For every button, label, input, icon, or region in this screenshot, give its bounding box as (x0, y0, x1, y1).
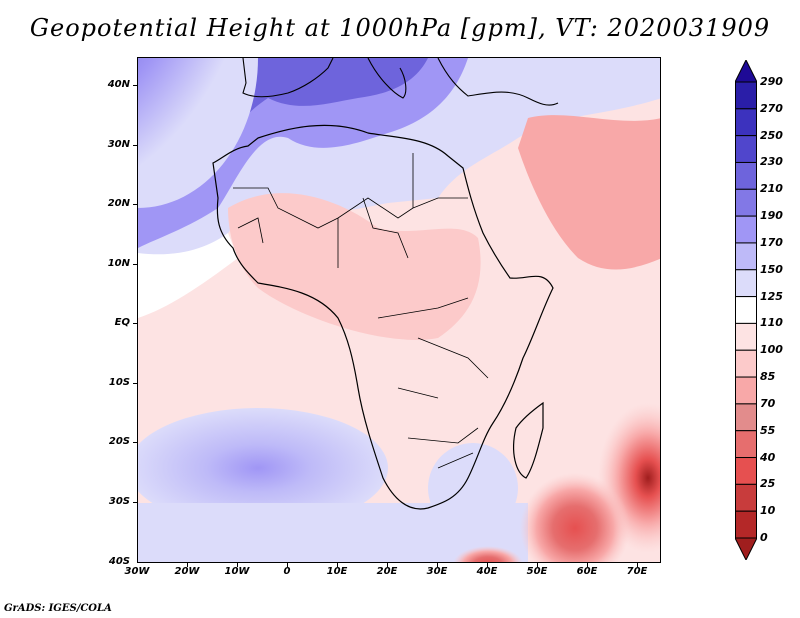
y-tick-label: 40N (107, 79, 130, 90)
south-atlantic-ridge (138, 408, 388, 528)
colorbar (735, 60, 757, 560)
colorbar-swatch (735, 269, 757, 298)
x-tick-mark (637, 563, 638, 567)
colorbar-label: 40 (760, 450, 776, 464)
africa-coastline (212, 124, 554, 510)
colorbar-swatch (735, 161, 757, 190)
y-tick-mark (133, 323, 137, 324)
colorbar-label: 190 (760, 209, 783, 223)
nw-atlantic-high (138, 58, 258, 208)
colorbar-bottom-arrow (735, 537, 757, 560)
colorbar-label: 0 (760, 531, 768, 544)
colorbar-label: 290 (760, 75, 783, 88)
footer-credit: GrADS: IGES/COLA (4, 603, 112, 614)
y-tick-label: 20S (108, 436, 130, 447)
x-tick-mark (237, 563, 238, 567)
colorbar-swatch (735, 349, 757, 378)
x-tick-mark (487, 563, 488, 567)
colorbar-swatch (735, 430, 757, 459)
y-tick-mark (133, 383, 137, 384)
x-tick-mark (337, 563, 338, 567)
y-tick-mark (133, 442, 137, 443)
x-tick-label: 10W (224, 566, 250, 577)
colorbar-label: 110 (760, 316, 783, 330)
x-tick-label: 30W (124, 566, 150, 577)
colorbar-swatch (735, 296, 757, 324)
x-tick-label: 60E (576, 566, 598, 577)
colorbar-swatch (735, 242, 757, 271)
country-borders (233, 153, 489, 469)
colorbar-swatch (735, 322, 757, 351)
y-tick-mark (133, 85, 137, 86)
x-tick-mark (187, 563, 188, 567)
y-tick-mark (133, 145, 137, 146)
x-tick-mark (287, 563, 288, 567)
arabia-low (518, 115, 660, 270)
x-tick-label: 20E (376, 566, 398, 577)
y-tick-label: EQ (114, 317, 130, 328)
colorbar-swatch (735, 135, 757, 163)
y-tick-mark (133, 264, 137, 265)
colorbar-swatch (735, 188, 757, 217)
x-tick-label: 10E (326, 566, 348, 577)
colorbar-label: 170 (760, 235, 783, 249)
colorbar-swatch (735, 108, 757, 137)
x-tick-mark (537, 563, 538, 567)
chart-title: Geopotential Height at 1000hPa [gpm], VT… (29, 14, 771, 42)
white-band (138, 233, 238, 318)
colorbar-swatch (735, 376, 757, 405)
sahara-warm (228, 193, 481, 340)
y-tick-label: 40S (108, 556, 130, 567)
colorbar-label: 270 (760, 101, 783, 115)
y-tick-mark (133, 502, 137, 503)
colorbar-label: 150 (760, 262, 783, 276)
x-tick-label: 20W (174, 566, 200, 577)
y-tick-mark (133, 204, 137, 205)
x-tick-label: 70E (626, 566, 648, 577)
contour-map (138, 58, 660, 562)
y-tick-label: 10S (108, 377, 130, 388)
colorbar-label: 210 (760, 182, 783, 196)
colorbar-swatch (735, 483, 757, 512)
colorbar-label: 25 (760, 477, 776, 491)
colorbar-swatch (735, 457, 757, 485)
x-tick-mark (587, 563, 588, 567)
colorbar-label: 250 (760, 128, 783, 142)
colorbar-swatch (735, 510, 757, 539)
colorbar-top-arrow (735, 60, 757, 83)
x-tick-label: 0 (283, 566, 291, 577)
colorbar-label: 70 (760, 396, 776, 410)
y-tick-label: 10N (107, 258, 130, 269)
colorbar-swatch (735, 215, 757, 244)
x-tick-mark (387, 563, 388, 567)
mozambique-channel-low (453, 546, 523, 562)
y-tick-label: 30N (107, 139, 130, 150)
colorbar-label: 10 (760, 504, 776, 518)
y-tick-label: 20N (107, 198, 130, 209)
x-tick-label: 50E (526, 566, 548, 577)
colorbar-label: 230 (760, 155, 783, 169)
colorbar-swatch (735, 403, 757, 432)
indian-ocean-low-west (520, 473, 630, 562)
x-tick-label: 30E (426, 566, 448, 577)
colorbar-label: 125 (760, 289, 783, 303)
colorbar-swatch (735, 81, 757, 110)
colorbar-label: 55 (760, 423, 776, 437)
madagascar-coastline (513, 401, 544, 479)
map-plot-area (137, 57, 661, 563)
colorbar-label: 100 (760, 343, 783, 357)
europe-coastline (242, 58, 559, 106)
colorbar-label: 85 (760, 370, 776, 384)
se-africa-ridge (428, 443, 518, 533)
x-tick-label: 40E (476, 566, 498, 577)
x-tick-mark (437, 563, 438, 567)
y-tick-label: 30S (108, 496, 130, 507)
